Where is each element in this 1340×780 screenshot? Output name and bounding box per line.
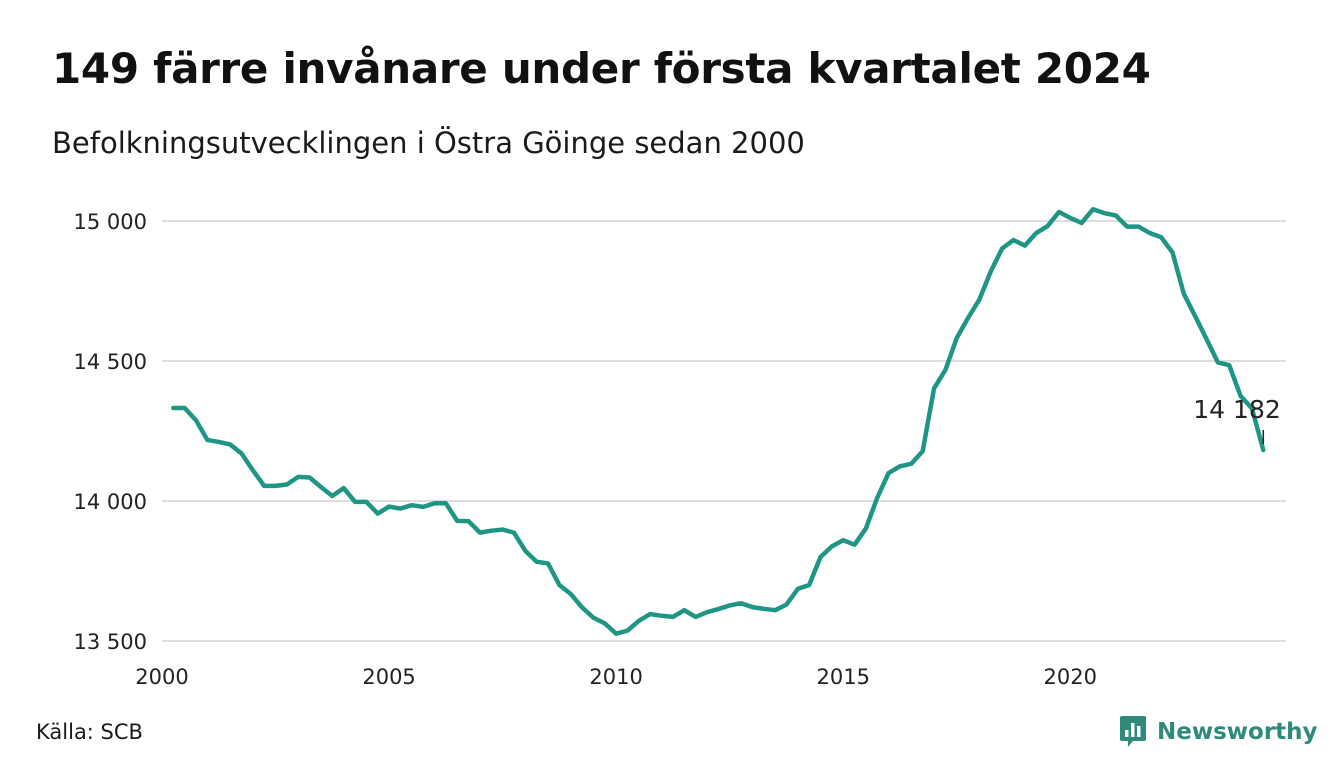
x-tick-label: 2005 xyxy=(362,665,415,689)
x-tick-label: 2020 xyxy=(1044,665,1097,689)
brand-logo[interactable]: Newsworthy xyxy=(1119,714,1318,750)
source-note: Källa: SCB xyxy=(36,720,143,744)
x-axis-tick-labels: 2000 2005 2010 2015 2020 xyxy=(135,665,1097,689)
bar-chart-speech-bubble-icon xyxy=(1120,716,1146,747)
y-tick-label: 14 500 xyxy=(74,350,147,374)
population-series-line xyxy=(171,206,1266,636)
x-tick-label: 2000 xyxy=(135,665,188,689)
x-tick-label: 2015 xyxy=(816,665,869,689)
end-value-annotation: 14 182 xyxy=(1193,395,1281,445)
series-group xyxy=(171,206,1266,636)
y-tick-label: 13 500 xyxy=(74,630,147,654)
chart-title: 149 färre invånare under första kvartale… xyxy=(52,44,1151,93)
y-tick-label: 14 000 xyxy=(74,490,147,514)
y-tick-label: 15 000 xyxy=(74,210,147,234)
line-chart: 13 500 14 000 14 500 15 000 2000 2005 2010 201… xyxy=(74,206,1286,689)
brand-name: Newsworthy xyxy=(1157,719,1318,745)
chart-subtitle: Befolkningsutvecklingen i Östra Göinge s… xyxy=(52,126,805,160)
end-value-label: 14 182 xyxy=(1193,395,1280,424)
y-axis-tick-labels: 13 500 14 000 14 500 15 000 xyxy=(74,210,147,654)
grid-lines xyxy=(162,220,1286,642)
x-tick-label: 2010 xyxy=(589,665,642,689)
